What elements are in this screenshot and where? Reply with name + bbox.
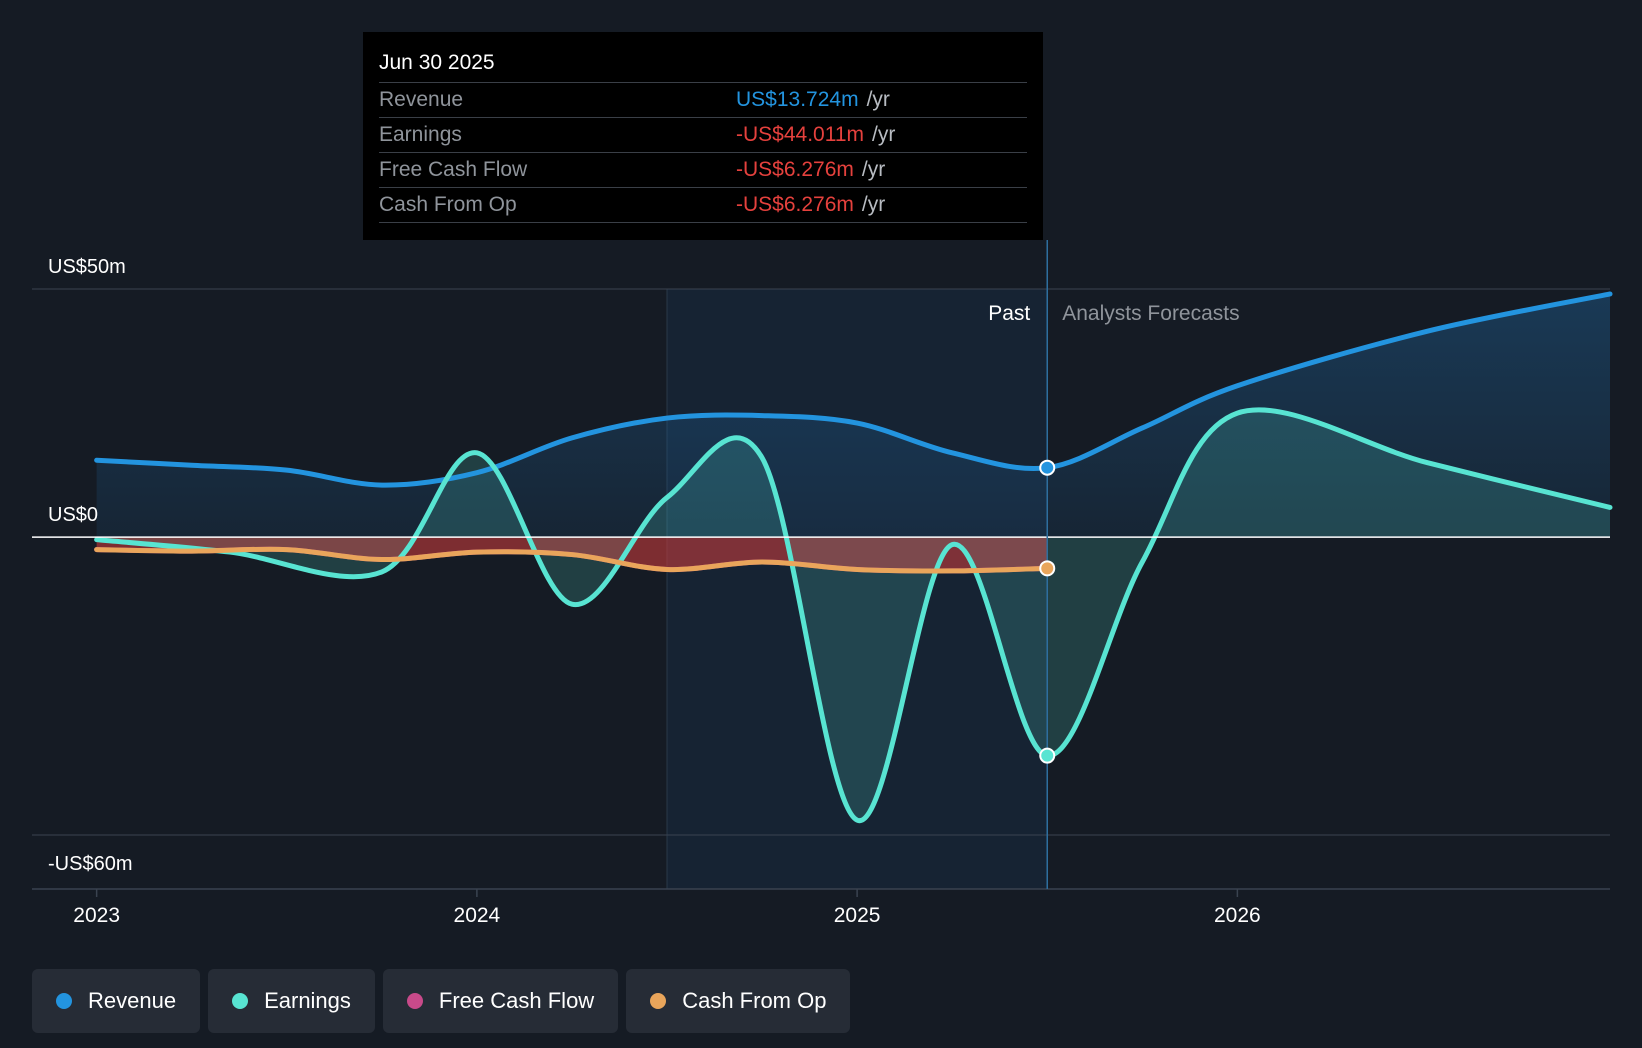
legend-label: Revenue bbox=[88, 988, 177, 1013]
tooltip-unit: /yr bbox=[866, 88, 890, 111]
tooltip-label: Free Cash Flow bbox=[379, 158, 528, 181]
series-marker-cash-from-op bbox=[1039, 560, 1056, 577]
y-tick-label: -US$60m bbox=[48, 853, 132, 875]
tooltip-row-earnings: Earnings -US$44.011m /yr bbox=[379, 118, 1027, 153]
legend-item-earnings[interactable]: Earnings bbox=[208, 969, 375, 1033]
legend-label: Earnings bbox=[264, 988, 351, 1013]
series-marker-revenue bbox=[1039, 459, 1056, 476]
tooltip-row-free-cash-flow: Free Cash Flow -US$6.276m /yr bbox=[379, 153, 1027, 188]
legend-item-cash-from-op[interactable]: Cash From Op bbox=[626, 969, 851, 1033]
x-tick-label: 2023 bbox=[73, 904, 120, 927]
series-area-earnings bbox=[96, 409, 1610, 821]
tooltip-value: -US$6.276m bbox=[736, 193, 854, 216]
series-marker-earnings bbox=[1039, 747, 1056, 764]
legend-label: Cash From Op bbox=[682, 988, 827, 1013]
y-tick-label: US$0 bbox=[48, 504, 98, 526]
series-line-revenue bbox=[94, 291, 1613, 488]
tooltip-unit: /yr bbox=[872, 123, 896, 146]
forecast-label: Analysts Forecasts bbox=[1062, 302, 1239, 325]
legend-dot-icon bbox=[232, 993, 249, 1009]
legend-dot-icon bbox=[406, 993, 423, 1009]
tooltip-value: US$13.724m bbox=[736, 88, 859, 111]
x-tick-label: 2024 bbox=[454, 904, 501, 927]
legend-dot-icon bbox=[650, 993, 667, 1009]
legend-item-revenue[interactable]: Revenue bbox=[32, 969, 201, 1033]
series-line-cash-from-op bbox=[94, 546, 1050, 574]
tooltip-unit: /yr bbox=[861, 158, 886, 181]
legend: Revenue Earnings Free Cash Flow Cash Fro… bbox=[32, 969, 851, 1033]
series-line-earnings bbox=[94, 407, 1613, 823]
tooltip-date: Jun 30 2025 bbox=[379, 48, 1027, 83]
tooltip-label: Revenue bbox=[379, 88, 464, 111]
legend-item-free-cash-flow[interactable]: Free Cash Flow bbox=[382, 969, 619, 1033]
y-tick-label: US$50m bbox=[48, 256, 126, 278]
x-tick-label: 2025 bbox=[834, 904, 881, 927]
tooltip-row-revenue: Revenue US$13.724m /yr bbox=[379, 83, 1027, 118]
series-area-revenue bbox=[96, 293, 1610, 538]
tooltip-value: -US$6.276m bbox=[736, 158, 854, 181]
x-tick-label: 2026 bbox=[1214, 904, 1261, 927]
past-label: Past bbox=[988, 302, 1030, 325]
tooltip: Jun 30 2025 Revenue US$13.724m /yr Earni… bbox=[363, 32, 1043, 240]
legend-label: Free Cash Flow bbox=[438, 988, 595, 1013]
tooltip-label: Cash From Op bbox=[379, 193, 517, 216]
tooltip-label: Earnings bbox=[379, 123, 462, 146]
legend-dot-icon bbox=[56, 993, 72, 1009]
tooltip-row-cash-from-op: Cash From Op -US$6.276m /yr bbox=[379, 188, 1027, 223]
tooltip-unit: /yr bbox=[861, 193, 886, 216]
tooltip-value: -US$44.011m bbox=[736, 123, 865, 146]
